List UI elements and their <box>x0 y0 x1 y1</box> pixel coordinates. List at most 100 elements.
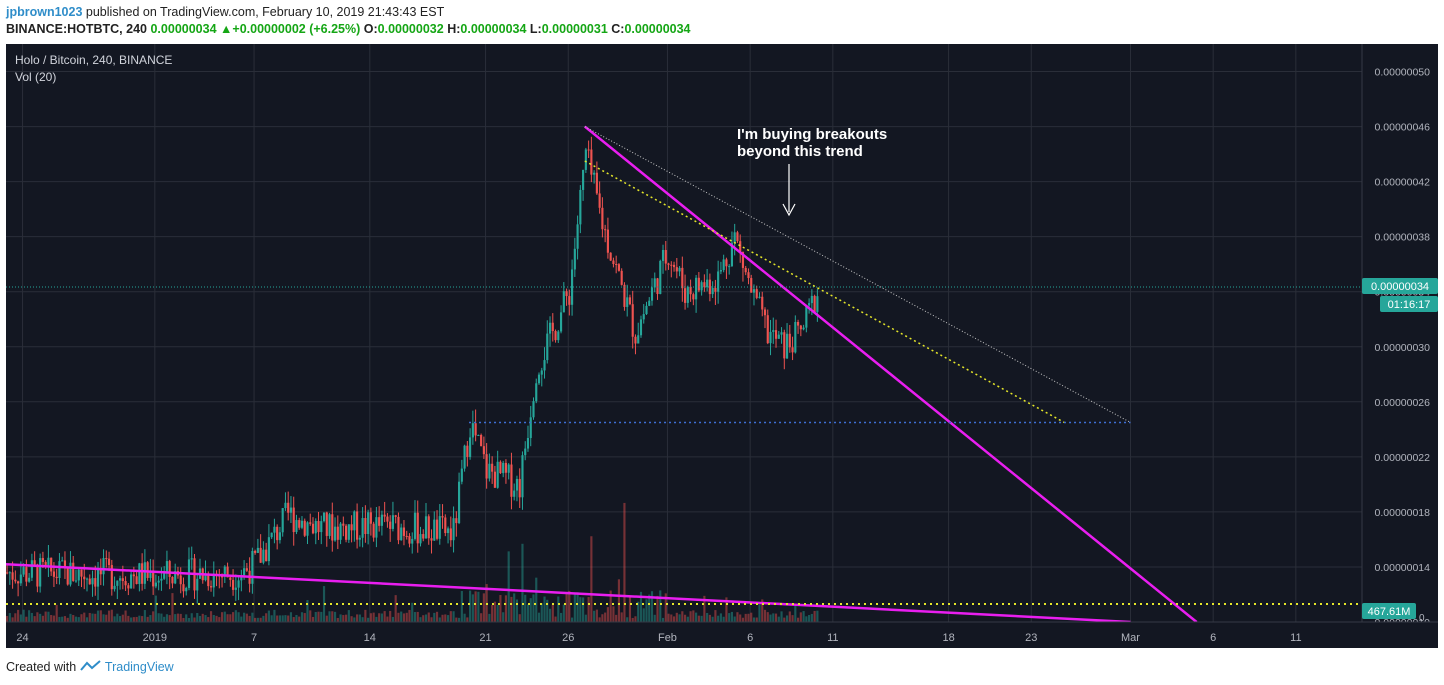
volume-bar <box>212 614 215 622</box>
candle-body <box>333 526 337 541</box>
candle-body <box>535 383 538 402</box>
volume-bar <box>198 615 202 622</box>
high-value: 0.00000034 <box>460 22 527 36</box>
volume-bar <box>416 611 419 622</box>
volume-bar <box>728 613 731 622</box>
legend-volume[interactable]: Vol (20) <box>15 70 56 84</box>
volume-bar <box>797 617 800 622</box>
volume-bar <box>419 617 422 622</box>
candle-body <box>358 537 361 540</box>
annotation-line-1[interactable]: I'm buying breakouts <box>737 126 887 143</box>
candle-body <box>689 286 692 295</box>
candle-body <box>717 271 720 292</box>
candle-body <box>135 576 138 584</box>
candle-body <box>548 322 552 334</box>
volume-bar <box>805 616 808 622</box>
candle-body <box>303 520 306 536</box>
candle-body <box>595 172 598 194</box>
candle-body <box>650 287 654 301</box>
tradingview-brand[interactable]: TradingView <box>104 660 174 674</box>
volume-bar <box>309 610 312 622</box>
volume-bar <box>708 614 711 622</box>
volume-bar <box>645 599 648 622</box>
candle-body <box>124 581 127 586</box>
volume-bar <box>546 599 549 622</box>
time-axis[interactable] <box>6 622 1438 648</box>
candle-body <box>262 549 265 563</box>
volume-bar <box>816 610 819 622</box>
volume-bar <box>714 610 717 622</box>
volume-bar <box>609 590 612 622</box>
volume-bar <box>102 614 105 622</box>
annotation-line-2[interactable]: beyond this trend <box>737 143 863 160</box>
chart-background <box>6 44 1438 648</box>
legend-title[interactable]: Holo / Bitcoin, 240, BINANCE <box>15 53 172 67</box>
volume-bar <box>394 595 397 622</box>
volume-tag <box>1362 603 1416 619</box>
candle-body <box>488 463 491 479</box>
volume-bar <box>526 604 530 622</box>
volume-bar <box>769 614 772 622</box>
volume-bar <box>736 612 739 622</box>
volume-bar <box>774 613 778 622</box>
candlesticks <box>6 136 819 604</box>
candle-body <box>446 528 450 534</box>
volume-bar <box>176 613 180 622</box>
volume-bar <box>551 604 554 622</box>
volume-bar <box>232 612 235 622</box>
time-axis-ticks: 24 2019 7 14 21 26 Feb 6 11 18 23 Mar 6 11 <box>16 632 1301 644</box>
volume-bar <box>356 614 359 622</box>
tradingview-logo-icon <box>79 660 101 671</box>
price-change: +0.00000002 (+6.25%) <box>232 22 361 36</box>
volume-bar <box>209 611 213 622</box>
candle-body <box>513 490 516 497</box>
volume-bar <box>168 615 171 622</box>
candle-body <box>540 370 543 375</box>
candle-body <box>152 572 155 587</box>
volume-bar <box>449 611 452 622</box>
candle-body <box>99 568 102 575</box>
candle-body <box>61 560 64 562</box>
candle-body <box>314 521 317 534</box>
candle-body <box>229 577 232 580</box>
volume-bar <box>537 612 541 622</box>
candle-body <box>295 520 298 533</box>
candle-body <box>499 461 502 474</box>
candle-body <box>626 297 629 307</box>
candle-body <box>458 481 461 524</box>
candle-body <box>69 562 72 585</box>
price-tick-label: 0.00000038 <box>1375 232 1431 244</box>
up-arrow-icon: ▲ <box>220 22 233 36</box>
volume-bar <box>91 613 94 622</box>
candle-body <box>714 287 717 292</box>
volume-bar <box>513 593 516 622</box>
volume-bar <box>273 609 276 622</box>
time-tick-label: 2019 <box>143 632 167 644</box>
volume-bar <box>474 591 477 622</box>
volume-bar <box>303 613 306 622</box>
candle-body <box>670 264 673 266</box>
volume-bar <box>565 592 568 622</box>
candle-body <box>41 558 44 562</box>
annotation-arrow-icon <box>782 203 796 217</box>
candle-body <box>675 267 678 272</box>
volume-bar <box>455 617 458 622</box>
volume-bar <box>400 611 403 622</box>
candle-body <box>645 305 648 315</box>
price-chart[interactable]: 0.00000050 0.00000046 0.00000042 0.00000038… <box>6 44 1438 648</box>
chart-header: jpbrown1023 published on TradingView.com… <box>0 0 1444 44</box>
high-label: H: <box>447 22 461 36</box>
candle-body <box>185 587 188 592</box>
candle-body <box>504 462 508 473</box>
volume-bar <box>383 611 386 622</box>
volume-bar <box>248 615 251 622</box>
candle-body <box>174 571 177 584</box>
candle-body <box>463 445 466 469</box>
author-name[interactable]: jpbrown1023 <box>6 5 83 19</box>
candle-body <box>802 327 805 330</box>
candle-body <box>196 578 199 591</box>
candle-body <box>648 300 651 306</box>
candle-body <box>171 576 174 584</box>
price-axis[interactable] <box>1362 44 1438 622</box>
volume-bar <box>491 604 494 622</box>
